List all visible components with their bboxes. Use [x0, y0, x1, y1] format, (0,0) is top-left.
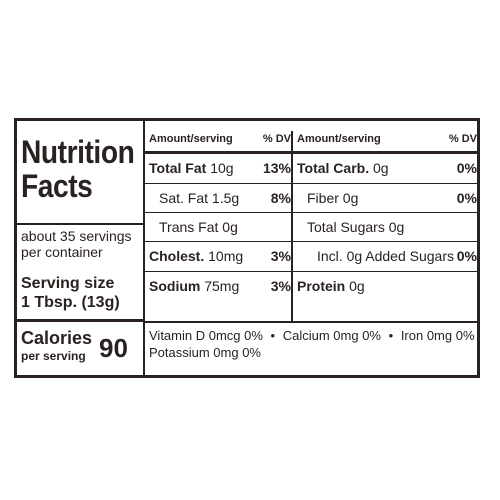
column-divider — [291, 131, 293, 321]
nutrient-table: Amount/serving % DV Total Fat 10g 13% Sa… — [145, 121, 477, 375]
nutrient-row-total-carb: Total Carb. 0g 0% — [297, 160, 477, 176]
nutrient-row-total-fat: Total Fat 10g 13% — [149, 160, 291, 176]
divider — [17, 319, 143, 322]
column-header: Amount/serving % DV — [297, 133, 477, 145]
divider — [145, 321, 477, 323]
vitamin-d: Vitamin D 0mcg 0% — [149, 328, 263, 343]
calcium: Calcium 0mg 0% — [282, 328, 381, 343]
calories-value: 90 — [99, 333, 128, 363]
label-title: Nutrition Facts — [21, 134, 135, 204]
nutrition-facts-label: Nutrition Facts about 35 servings per co… — [14, 118, 480, 378]
iron: Iron 0mg 0% — [400, 328, 475, 343]
nutrient-row-total-sugars: Total Sugars 0g — [293, 212, 477, 241]
nutrient-row-added-sugars: Incl. 0g Added Sugars 0% — [293, 241, 477, 270]
divider — [17, 223, 143, 225]
vitamins-minerals: Vitamin D 0mcg 0% • Calcium 0mg 0% • Iro… — [149, 327, 479, 361]
potassium: Potassium 0mg 0% — [149, 345, 261, 360]
column-header: Amount/serving % DV — [149, 133, 291, 145]
nutrient-row-sat-fat: Sat. Fat 1.5g 8% — [145, 183, 291, 212]
serving-size: Serving size 1 Tbsp. (13g) — [21, 275, 120, 311]
servings-per-container: about 35 servings per container — [21, 228, 132, 260]
label-left-column: Nutrition Facts about 35 servings per co… — [17, 121, 145, 375]
nutrient-row-sodium: Sodium 75mg 3% — [145, 271, 291, 300]
nutrient-row-protein: Protein 0g — [293, 271, 477, 300]
calories-label: Calories — [21, 328, 93, 348]
nutrient-row-trans-fat: Trans Fat 0g — [145, 212, 291, 241]
thick-divider — [145, 151, 291, 154]
thick-divider — [293, 151, 477, 154]
per-serving-label: per serving — [21, 349, 86, 363]
separator: • — [270, 328, 276, 343]
nutrient-row-cholesterol: Cholest. 10mg 3% — [145, 241, 291, 270]
separator: • — [388, 328, 394, 343]
nutrient-row-fiber: Fiber 0g 0% — [293, 183, 477, 212]
